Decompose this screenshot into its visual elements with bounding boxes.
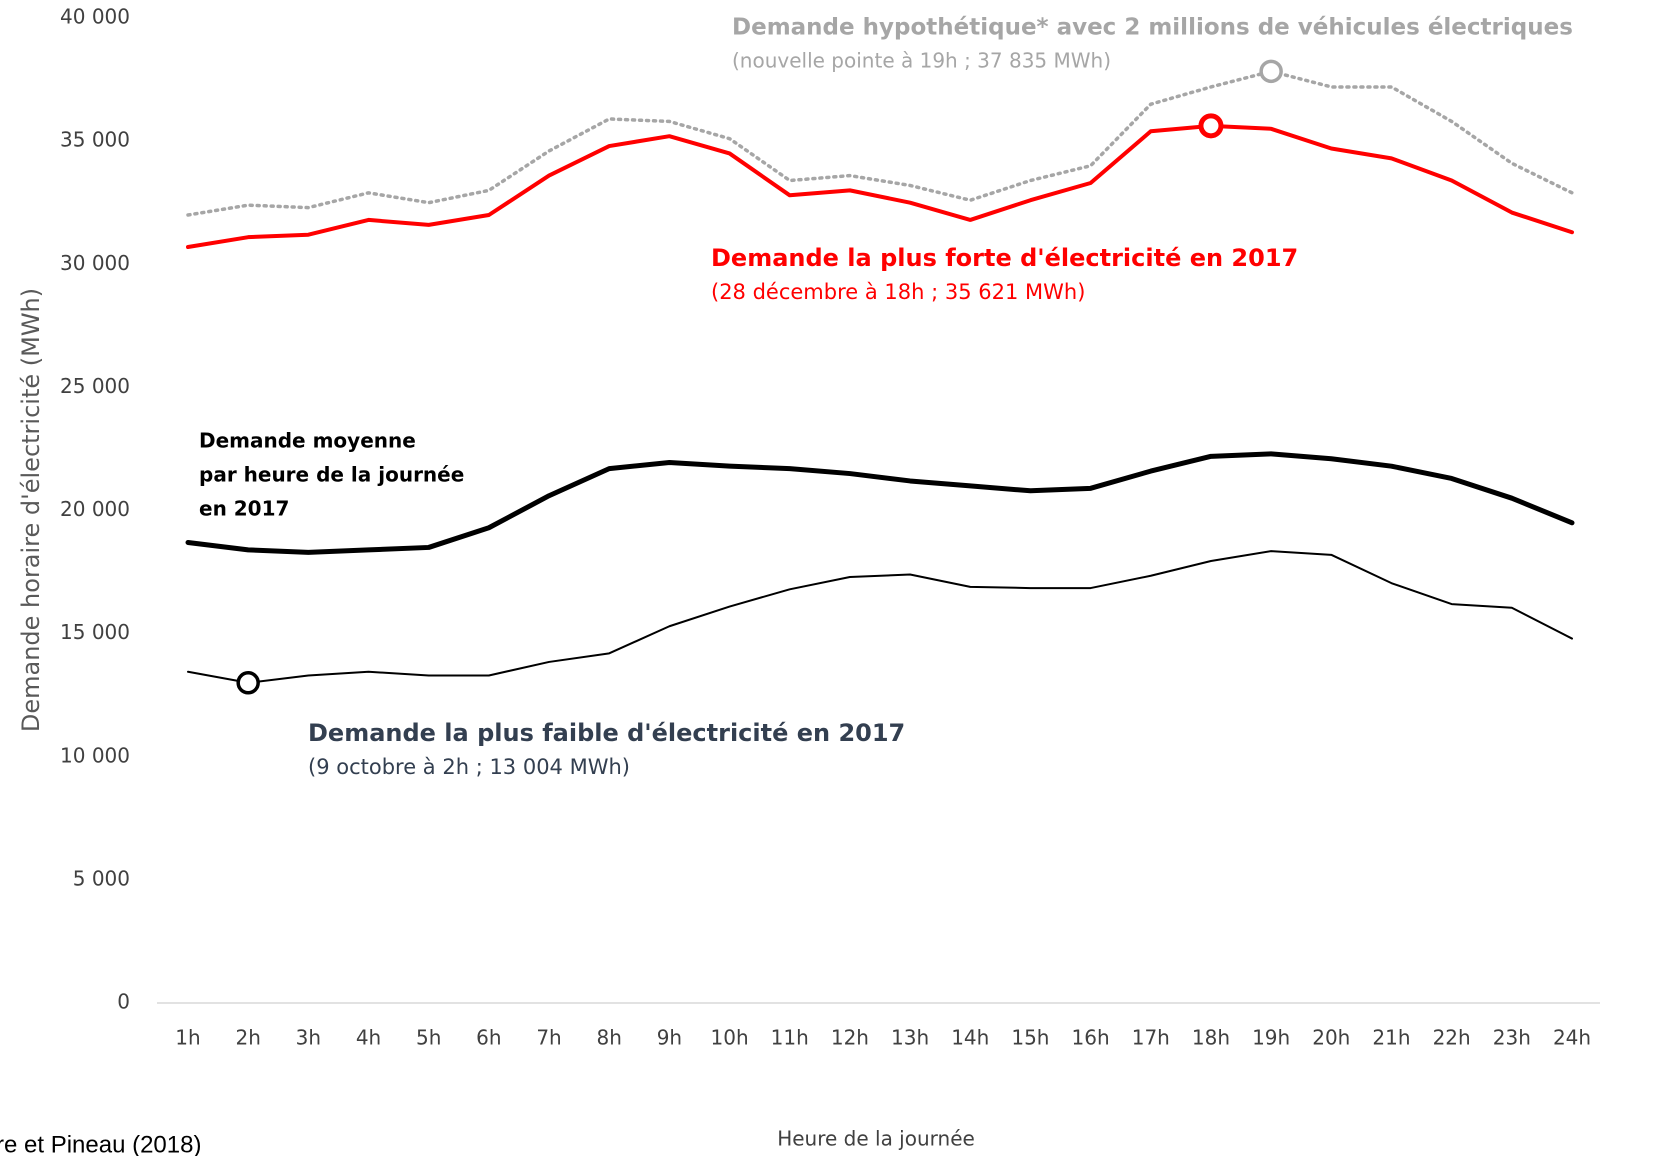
annotation-title: par heure de la journée (199, 463, 464, 487)
y-tick-label: 30 000 (60, 251, 130, 275)
x-tick-label: 24h (1553, 1026, 1591, 1050)
series-line (186, 69, 1574, 217)
x-tick-label: 13h (891, 1026, 929, 1050)
x-tick-label: 2h (235, 1026, 260, 1050)
highlight-point (236, 671, 260, 695)
series-line (186, 123, 1574, 250)
y-tick-label: 15 000 (60, 620, 130, 644)
y-tick-label: 0 (117, 990, 130, 1014)
annotation-subtitle: (nouvelle pointe à 19h ; 37 835 MWh) (732, 49, 1111, 73)
x-tick-label: 20h (1312, 1026, 1350, 1050)
x-tick-label: 8h (597, 1026, 622, 1050)
annotation-title: en 2017 (199, 497, 289, 521)
x-tick-label: 10h (711, 1026, 749, 1050)
annotation-subtitle: (28 décembre à 18h ; 35 621 MWh) (711, 280, 1085, 304)
x-tick-label: 7h (536, 1026, 561, 1050)
y-axis-title: Demande horaire d'électricité (MWh) (17, 288, 45, 732)
x-tick-label: 4h (356, 1026, 381, 1050)
annotation-title: Demande la plus forte d'électricité en 2… (711, 244, 1298, 272)
y-tick-label: 25 000 (60, 374, 130, 398)
x-tick-label: 19h (1252, 1026, 1290, 1050)
x-tick-label: 14h (951, 1026, 989, 1050)
x-tick-label: 17h (1132, 1026, 1170, 1050)
y-tick-label: 35 000 (60, 128, 130, 152)
highlight-point (1259, 59, 1283, 84)
y-tick-label: 20 000 (60, 497, 130, 521)
x-axis-title: Heure de la journée (777, 1127, 975, 1151)
source: re et Pineau (2018) (0, 1131, 201, 1156)
series-line (185, 451, 1575, 555)
x-tick-label: 15h (1011, 1026, 1049, 1050)
x-tick-label: 21h (1372, 1026, 1410, 1050)
x-tick-label: 22h (1433, 1026, 1471, 1050)
x-tick-label: 3h (296, 1026, 321, 1050)
x-tick-label: 23h (1493, 1026, 1531, 1050)
x-tick-label: 18h (1192, 1026, 1230, 1050)
annotation-subtitle: (9 octobre à 2h ; 13 004 MWh) (308, 755, 630, 779)
x-tick-label: 16h (1072, 1026, 1110, 1050)
y-tick-label: 40 000 (60, 5, 130, 29)
x-tick-label: 11h (771, 1026, 809, 1050)
y-tick-label: 10 000 (60, 743, 130, 767)
x-tick-label: 1h (175, 1026, 200, 1050)
series-line (187, 550, 1573, 684)
annotation-title: Demande la plus faible d'électricité en … (308, 719, 905, 747)
x-tick-label: 6h (476, 1026, 501, 1050)
highlight-point (1198, 113, 1224, 139)
annotation-title: Demande moyenne (199, 429, 416, 453)
annotation-title: Demande hypothétique* avec 2 millions de… (732, 15, 1573, 41)
x-tick-label: 5h (416, 1026, 441, 1050)
y-tick-label: 5 000 (73, 866, 130, 890)
x-tick-label: 9h (657, 1026, 682, 1050)
x-tick-label: 12h (831, 1026, 869, 1050)
